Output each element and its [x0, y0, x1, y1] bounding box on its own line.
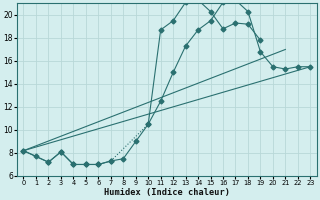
X-axis label: Humidex (Indice chaleur): Humidex (Indice chaleur) [104, 188, 230, 197]
